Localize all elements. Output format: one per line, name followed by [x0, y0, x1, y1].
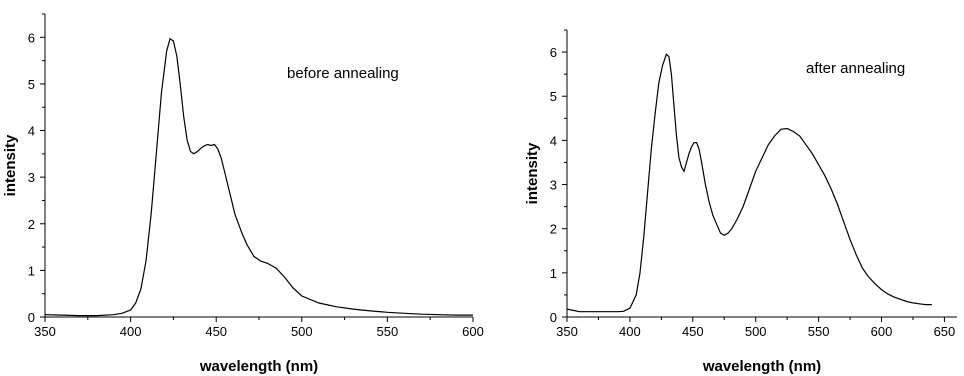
x-tick-label: 400	[619, 324, 641, 339]
y-tick-label: 0	[28, 310, 35, 325]
y-axis-title: intensity	[2, 134, 19, 196]
y-tick-label: 3	[28, 170, 35, 185]
y-tick-label: 1	[28, 263, 35, 278]
y-tick-label: 2	[550, 222, 557, 237]
y-axis-title: intensity	[524, 142, 541, 204]
x-tick-label: 350	[556, 324, 578, 339]
ticks: 350 400 450 500 550 600 0 1 2 3 4 5 6	[28, 13, 484, 339]
chart-before-annealing: 350 400 450 500 550 600 0 1 2 3 4 5 6 before anneali…	[2, 13, 484, 375]
x-tick-label: 600	[871, 324, 893, 339]
y-tick-label: 1	[550, 266, 557, 281]
x-tick-label: 400	[120, 324, 142, 339]
y-tick-label: 5	[550, 89, 557, 104]
y-tick-label: 6	[28, 30, 35, 45]
y-tick-label: 0	[550, 310, 557, 325]
x-tick-label: 550	[808, 324, 830, 339]
y-tick-label: 4	[28, 124, 35, 139]
x-axis-title: wavelength (nm)	[199, 358, 318, 375]
x-tick-label: 350	[34, 324, 56, 339]
x-tick-label: 450	[205, 324, 227, 339]
y-tick-label: 2	[28, 217, 35, 232]
chart-after-annealing: 350 400 450 500 550 600 650 0 1 2 3 4 5 6 after annea…	[524, 29, 957, 375]
y-tick-label: 3	[550, 178, 557, 193]
series-line	[44, 37, 473, 317]
x-tick-label: 650	[934, 324, 956, 339]
y-tick-label: 5	[28, 77, 35, 92]
annotation: after annealing	[806, 60, 905, 77]
series-line	[566, 53, 932, 313]
x-tick-label: 500	[291, 324, 313, 339]
x-tick-label: 600	[462, 324, 484, 339]
axes	[44, 14, 473, 318]
ticks: 350 400 450 500 550 600 650 0 1 2 3 4 5 6	[550, 29, 956, 339]
x-tick-label: 550	[377, 324, 399, 339]
axes	[566, 30, 957, 318]
y-tick-label: 6	[550, 45, 557, 60]
x-tick-label: 500	[745, 324, 767, 339]
x-axis-title: wavelength (nm)	[702, 358, 821, 375]
y-tick-label: 4	[550, 133, 557, 148]
x-tick-label: 450	[682, 324, 704, 339]
annotation: before annealing	[287, 65, 399, 82]
